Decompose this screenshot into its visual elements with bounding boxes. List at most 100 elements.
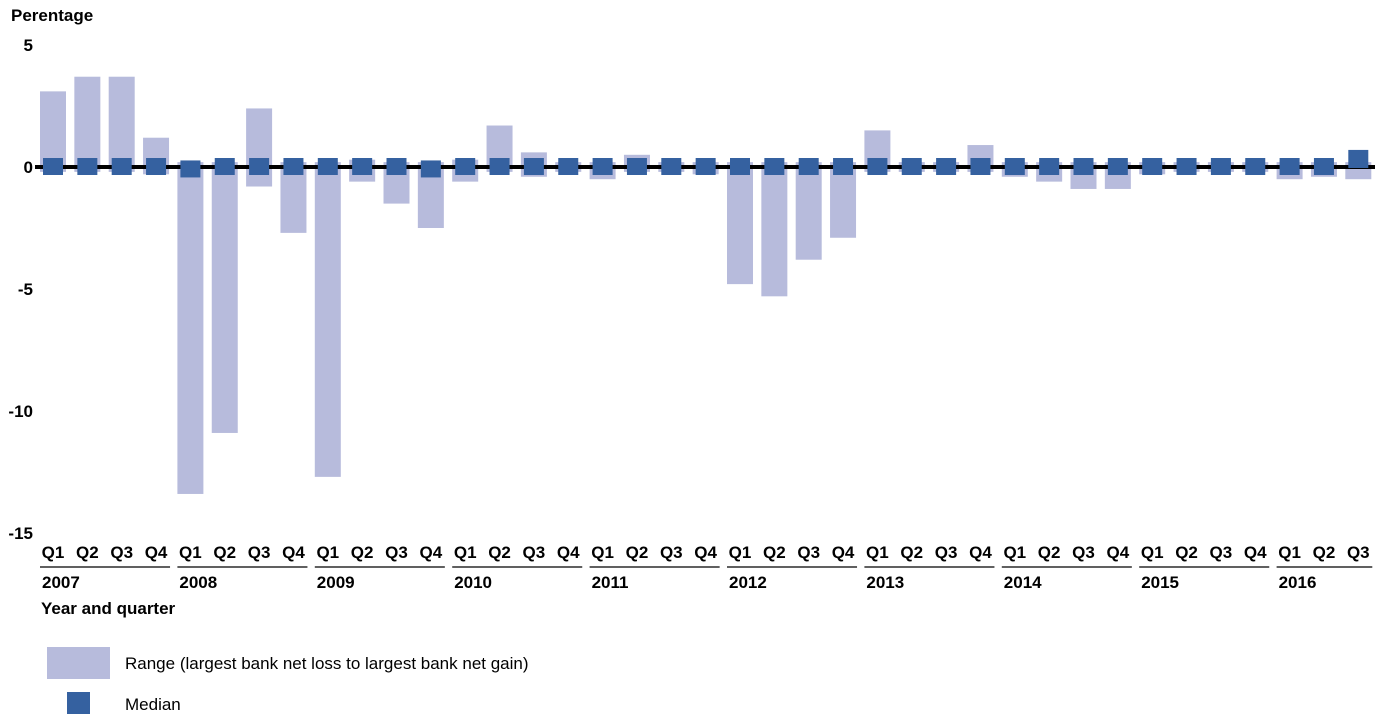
median-bar xyxy=(1142,158,1163,175)
quarter-label: Q1 xyxy=(1278,543,1301,562)
quarter-label: Q1 xyxy=(1003,543,1026,562)
median-bar xyxy=(833,158,854,175)
y-tick-label: -15 xyxy=(8,524,33,543)
quarter-label: Q4 xyxy=(557,543,580,562)
median-bar xyxy=(249,158,270,175)
y-tick-label: 0 xyxy=(24,158,33,177)
legend: Range (largest bank net loss to largest … xyxy=(47,647,529,714)
median-bar xyxy=(1039,158,1060,175)
quarter-label: Q3 xyxy=(1347,543,1370,562)
quarter-label: Q1 xyxy=(42,543,65,562)
median-bar xyxy=(283,158,304,175)
median-bar xyxy=(1176,158,1197,175)
quarter-label: Q2 xyxy=(1313,543,1336,562)
y-tick-label: 5 xyxy=(24,36,33,55)
range-bar xyxy=(211,162,238,433)
quarter-label: Q4 xyxy=(969,543,992,562)
quarter-label: Q2 xyxy=(76,543,99,562)
median-bar xyxy=(695,158,716,175)
median-bar xyxy=(77,158,98,175)
median-bar xyxy=(352,158,373,175)
year-label: 2013 xyxy=(866,573,904,592)
quarter-label: Q2 xyxy=(1175,543,1198,562)
median-bar xyxy=(1004,158,1025,175)
range-bar xyxy=(761,162,788,297)
median-bar xyxy=(1348,149,1369,168)
year-label: 2009 xyxy=(317,573,355,592)
quarter-label: Q2 xyxy=(763,543,786,562)
median-bar xyxy=(798,158,819,175)
y-tick-labels: 5 0 -5 -10 -15 xyxy=(8,36,33,543)
quarter-label: Q1 xyxy=(866,543,889,562)
year-label: 2007 xyxy=(42,573,80,592)
median-bar xyxy=(420,160,441,178)
range-bar xyxy=(177,162,204,494)
median-bar xyxy=(214,158,235,175)
quarter-label: Q1 xyxy=(729,543,752,562)
quarter-label: Q2 xyxy=(1038,543,1061,562)
range-bar xyxy=(74,76,101,172)
y-axis-title: Perentage xyxy=(11,6,93,25)
median-bar xyxy=(523,158,544,175)
median-bar xyxy=(146,158,167,175)
median-bar xyxy=(661,158,682,175)
quarter-label: Q4 xyxy=(832,543,855,562)
median-bar xyxy=(1073,158,1094,175)
median-bar xyxy=(936,158,957,175)
quarter-label: Q3 xyxy=(660,543,683,562)
quarter-label: Q3 xyxy=(248,543,271,562)
median-bar xyxy=(317,158,338,175)
year-labels: 2007 2008 2009 2010 2011 2012 2013 2014 2015 2016 xyxy=(40,566,1373,592)
median-bar xyxy=(1210,158,1231,175)
median-bar xyxy=(730,158,750,175)
range-bars xyxy=(40,76,1372,494)
range-bar xyxy=(795,162,822,260)
median-bar xyxy=(558,158,579,175)
quarter-label: Q2 xyxy=(213,543,236,562)
year-label: 2012 xyxy=(729,573,767,592)
quarter-label: Q1 xyxy=(1141,543,1164,562)
quarter-label: Q3 xyxy=(935,543,958,562)
quarter-label: Q1 xyxy=(179,543,202,562)
quarter-labels: Q1 Q2 Q3 Q4 Q1 Q2 Q3 Q4 Q1 Q2 Q3 Q4 Q1 Q2 Q3 Q4 Q1 Q2 Q3 Q4… xyxy=(42,543,1370,562)
quarter-label: Q4 xyxy=(1244,543,1267,562)
y-tick-label: -5 xyxy=(18,280,33,299)
quarter-label: Q1 xyxy=(316,543,339,562)
median-bar xyxy=(1107,158,1128,175)
median-bar xyxy=(764,158,785,175)
range-bar xyxy=(108,76,135,172)
quarter-label: Q4 xyxy=(694,543,717,562)
median-bar xyxy=(1313,158,1334,175)
quarter-label: Q3 xyxy=(1210,543,1233,562)
median-bar xyxy=(970,158,991,175)
quarter-label: Q4 xyxy=(1107,543,1130,562)
range-bar xyxy=(314,162,341,477)
year-label: 2016 xyxy=(1279,573,1317,592)
year-label: 2010 xyxy=(454,573,492,592)
median-bar xyxy=(626,158,647,175)
median-bar xyxy=(180,160,201,178)
quarter-label: Q2 xyxy=(488,543,511,562)
quarter-label: Q3 xyxy=(797,543,820,562)
year-label: 2011 xyxy=(592,573,629,592)
quarter-label: Q3 xyxy=(1072,543,1095,562)
median-bars xyxy=(43,149,1369,178)
legend-median-swatch xyxy=(67,692,90,714)
quarter-label: Q2 xyxy=(900,543,923,562)
quarter-label: Q2 xyxy=(351,543,374,562)
quarter-label: Q4 xyxy=(420,543,443,562)
range-bar xyxy=(727,162,753,285)
median-bar xyxy=(489,158,510,175)
year-label: 2015 xyxy=(1141,573,1179,592)
quarter-label: Q2 xyxy=(626,543,649,562)
quarter-label: Q4 xyxy=(282,543,305,562)
quarter-label: Q4 xyxy=(145,543,168,562)
median-bar xyxy=(901,158,922,175)
median-bar xyxy=(592,158,613,175)
median-bar xyxy=(43,158,63,175)
quarter-label: Q1 xyxy=(591,543,614,562)
year-label: 2008 xyxy=(179,573,217,592)
y-tick-label: -10 xyxy=(8,402,33,421)
median-bar xyxy=(111,158,132,175)
